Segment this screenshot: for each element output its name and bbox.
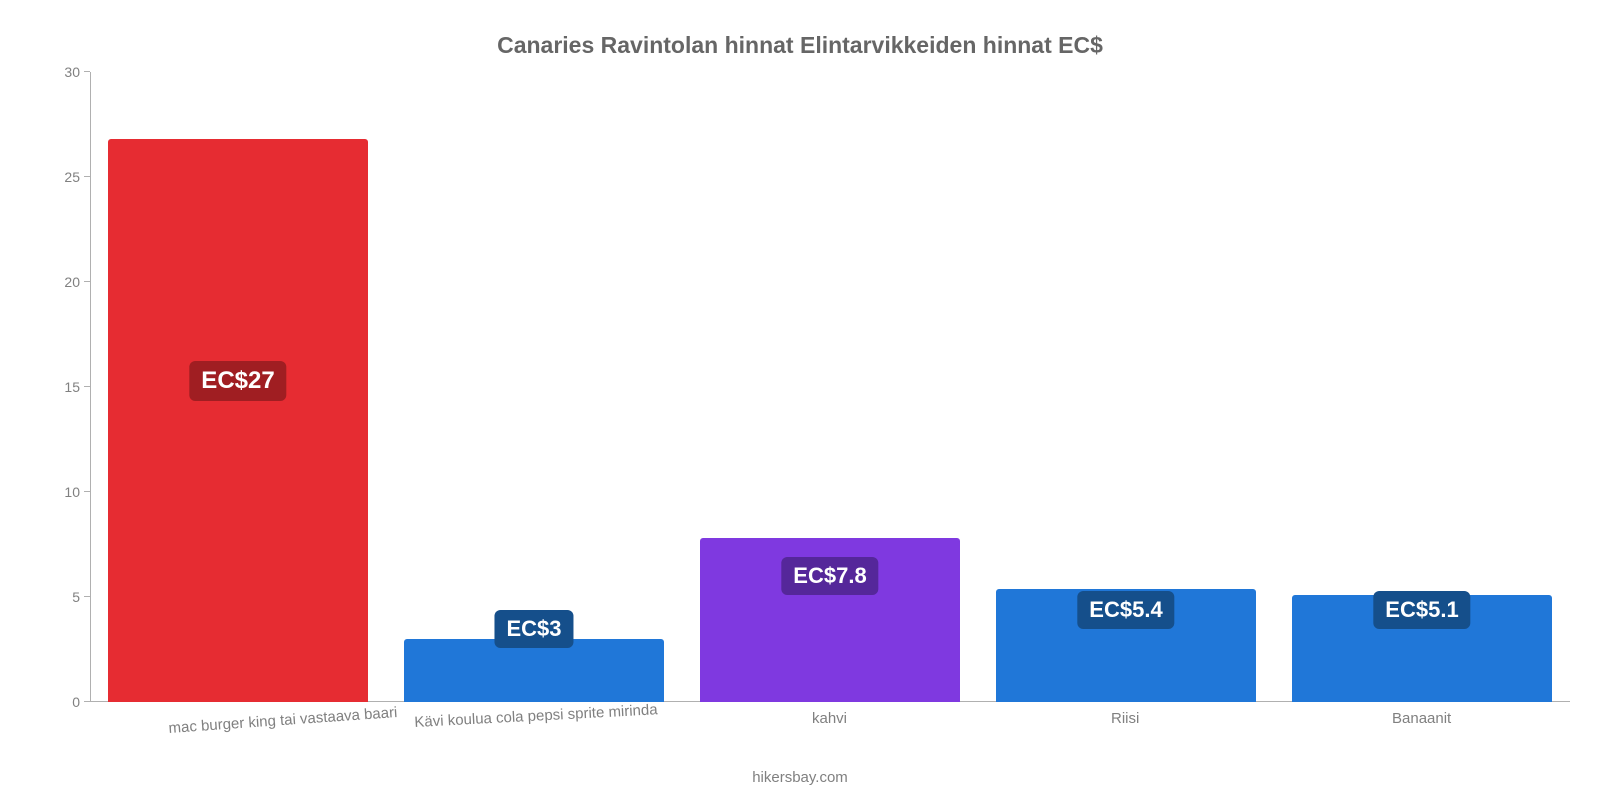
- y-tick-label: 5: [72, 589, 90, 605]
- x-category-label: Banaanit: [1392, 710, 1451, 727]
- bar-value-label: EC$7.8: [781, 557, 878, 595]
- y-tick-label: 30: [64, 64, 90, 80]
- bar-value-label: EC$3: [494, 610, 573, 648]
- y-tick-mark: [84, 386, 90, 387]
- y-tick-mark: [84, 701, 90, 702]
- y-axis: [90, 72, 91, 702]
- chart-title: Canaries Ravintolan hinnat Elintarvikkei…: [0, 32, 1600, 59]
- bar: [404, 639, 664, 702]
- attribution: hikersbay.com: [0, 769, 1600, 786]
- y-tick-mark: [84, 71, 90, 72]
- chart-container: Canaries Ravintolan hinnat Elintarvikkei…: [0, 0, 1600, 800]
- x-category-label: Kävi koulua cola pepsi sprite mirinda: [414, 701, 658, 731]
- y-tick-label: 0: [72, 694, 90, 710]
- y-tick-label: 20: [64, 274, 90, 290]
- y-tick-mark: [84, 596, 90, 597]
- y-tick-label: 15: [64, 379, 90, 395]
- bar-value-label: EC$27: [189, 361, 286, 401]
- y-tick-mark: [84, 176, 90, 177]
- x-category-label: Riisi: [1111, 710, 1139, 727]
- y-tick-label: 25: [64, 169, 90, 185]
- bar-value-label: EC$5.4: [1077, 591, 1174, 629]
- plot-area: 051015202530EC$27mac burger king tai vas…: [90, 72, 1570, 702]
- x-category-label: mac burger king tai vastaava baari: [168, 704, 398, 737]
- x-category-label: kahvi: [812, 710, 847, 727]
- y-tick-mark: [84, 491, 90, 492]
- y-tick-mark: [84, 281, 90, 282]
- y-tick-label: 10: [64, 484, 90, 500]
- bar-value-label: EC$5.1: [1373, 591, 1470, 629]
- bar: [108, 139, 368, 702]
